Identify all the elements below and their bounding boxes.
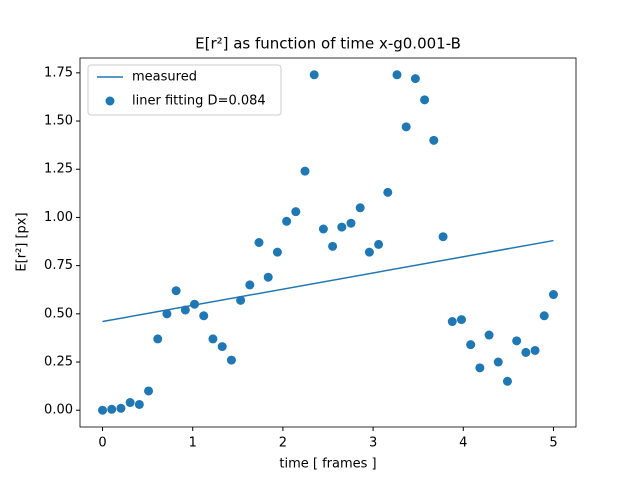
x-tick-label: 4 <box>459 436 467 451</box>
point <box>144 386 154 396</box>
point <box>539 311 549 321</box>
point <box>263 272 273 282</box>
point <box>493 357 503 367</box>
y-tick-label: 1.50 <box>44 114 73 129</box>
legend-label: liner fitting D=0.084 <box>132 94 266 109</box>
point <box>475 363 485 373</box>
point <box>180 305 190 315</box>
point <box>98 405 108 415</box>
point <box>291 207 301 217</box>
point <box>512 336 522 346</box>
plot-frame <box>79 57 577 428</box>
point <box>199 311 209 321</box>
x-tick-label: 5 <box>549 436 557 451</box>
point <box>125 398 135 408</box>
legend-marker <box>105 96 115 106</box>
point <box>236 295 246 305</box>
point <box>447 317 457 327</box>
y-axis-label: E[r²] [px] <box>15 212 30 271</box>
point <box>282 216 292 226</box>
point <box>116 403 126 413</box>
y-tick-label: 0.25 <box>44 355 73 370</box>
y-tick-label: 0.75 <box>44 258 73 273</box>
point <box>217 342 227 352</box>
point <box>429 135 439 145</box>
point <box>328 241 338 251</box>
x-axis-label: time [ frames ] <box>279 457 376 472</box>
point <box>245 280 255 290</box>
x-tick-label: 0 <box>98 436 106 451</box>
point <box>208 334 218 344</box>
point <box>318 224 328 234</box>
point <box>309 70 319 80</box>
point <box>392 70 402 80</box>
point <box>272 247 282 257</box>
point <box>190 299 200 309</box>
legend-box <box>87 64 282 116</box>
point <box>226 355 236 365</box>
x-tick-label: 3 <box>369 436 377 451</box>
point <box>337 222 347 232</box>
point <box>530 345 540 355</box>
point <box>502 376 512 386</box>
line <box>102 239 554 323</box>
point <box>374 239 384 249</box>
point <box>548 290 558 300</box>
point <box>107 404 117 414</box>
y-tick-label: 1.75 <box>44 65 73 80</box>
point <box>521 347 531 357</box>
y-tick-label: 0.50 <box>44 306 73 321</box>
y-tick-label: 0.00 <box>44 403 73 418</box>
point <box>171 286 181 296</box>
point <box>254 238 264 247</box>
x-tick-label: 1 <box>189 436 197 451</box>
point <box>364 247 374 257</box>
point <box>134 399 144 409</box>
point <box>162 309 172 319</box>
point <box>383 187 393 197</box>
x-tick-label: 2 <box>279 436 287 451</box>
point <box>456 315 466 325</box>
point <box>410 74 420 84</box>
y-tick-label: 1.00 <box>44 210 73 225</box>
y-tick-label: 1.25 <box>44 162 73 177</box>
point <box>420 95 430 105</box>
point <box>401 122 411 132</box>
point <box>153 334 163 344</box>
point <box>300 166 310 176</box>
point <box>355 203 365 213</box>
legend-label: measured <box>132 70 197 85</box>
point <box>346 218 356 228</box>
point <box>466 340 476 350</box>
point <box>438 232 448 242</box>
chart-title: E[r²] as function of time x-g0.001-B <box>195 35 461 53</box>
point <box>484 330 494 340</box>
